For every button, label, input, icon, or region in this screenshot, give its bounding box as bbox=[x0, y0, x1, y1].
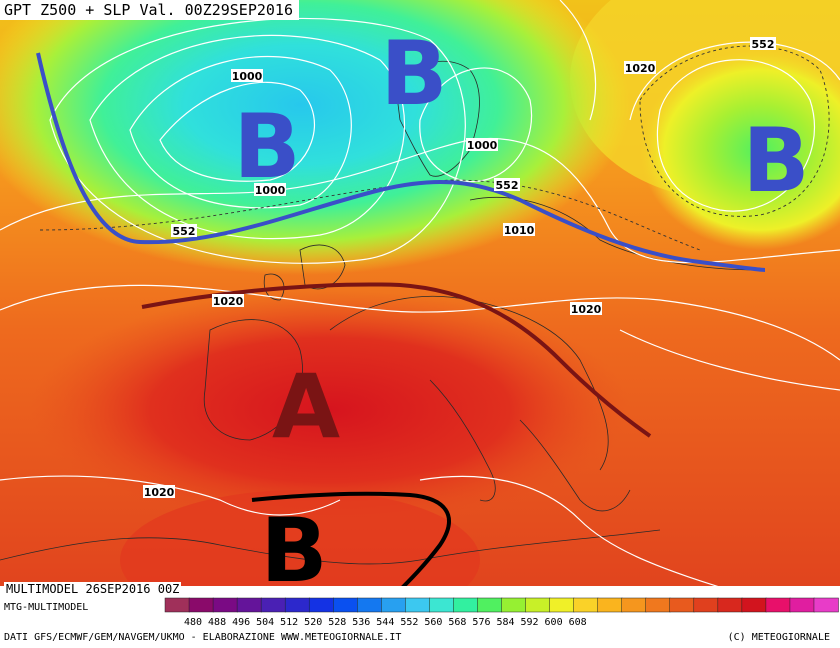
scale-swatch bbox=[212, 597, 238, 613]
scale-tick-label: 576 bbox=[472, 617, 490, 626]
scale-tick-label: 552 bbox=[400, 617, 418, 626]
scale-swatch bbox=[429, 597, 455, 613]
geopotential-label: 552 bbox=[496, 179, 519, 192]
scale-swatch bbox=[669, 597, 695, 613]
scale-swatch bbox=[333, 597, 359, 613]
scale-swatch bbox=[597, 597, 623, 613]
height-field-high-core bbox=[30, 290, 630, 530]
isobar-label: 1000 bbox=[255, 184, 286, 197]
weather-map: 1000 1000 1000 1010 1020 1020 1020 1020 … bbox=[0, 0, 840, 600]
credit-label: DATI GFS/ECMWF/GEM/NAVGEM/UKMO - ELABORA… bbox=[4, 632, 402, 643]
scale-tick-label: 608 bbox=[569, 617, 587, 626]
cutoff-low-letter: B bbox=[260, 499, 327, 600]
scale-swatch bbox=[308, 597, 335, 613]
scale-tick-label: 544 bbox=[376, 617, 394, 626]
isobar-label: 1000 bbox=[232, 70, 263, 83]
scale-swatch bbox=[813, 597, 839, 613]
scale-swatch bbox=[573, 597, 599, 613]
model-label: MTG-MULTIMODEL bbox=[4, 602, 89, 613]
scale-swatch bbox=[381, 597, 407, 613]
coastlines bbox=[0, 60, 761, 565]
cutoff-low-line bbox=[251, 491, 451, 594]
height-field-south-core bbox=[120, 490, 480, 600]
scale-tick-label: 480 bbox=[184, 617, 202, 626]
scale-tick-label: 600 bbox=[545, 617, 563, 626]
scale-swatch bbox=[693, 597, 719, 613]
high-pressure-letter: A bbox=[272, 355, 340, 458]
scale-swatch bbox=[741, 597, 767, 613]
isobar-label: 1020 bbox=[144, 486, 175, 499]
scale-swatch bbox=[284, 597, 310, 613]
footer-panel: 480 488 496 504 512 520 528 536 544 552 560 568 576 5… bbox=[0, 582, 840, 648]
scale-tick-label: 520 bbox=[304, 617, 322, 626]
height-field-east-low bbox=[640, 50, 840, 250]
ridge-line bbox=[141, 282, 652, 438]
scale-swatch bbox=[501, 597, 527, 613]
scale-swatch bbox=[645, 597, 671, 613]
scale-swatch bbox=[525, 597, 551, 613]
scale-tick-label: 584 bbox=[496, 617, 514, 626]
scale-tick-label: 568 bbox=[448, 617, 466, 626]
isobar-label-group: 1000 1000 1000 1010 1020 1020 1020 1020 bbox=[143, 61, 656, 499]
isobar-label: 1020 bbox=[625, 62, 656, 75]
scale-swatch bbox=[621, 597, 647, 613]
low-pressure-letter: B bbox=[380, 22, 447, 125]
scale-tick-label: 528 bbox=[328, 617, 346, 626]
isobar-label: 1020 bbox=[213, 295, 244, 308]
scale-swatch bbox=[164, 597, 190, 613]
color-scale: 480 488 496 504 512 520 528 536 544 552 560 568 576 5… bbox=[164, 597, 839, 626]
geopotential-contours bbox=[39, 45, 830, 251]
geopotential-label: 552 bbox=[752, 38, 775, 51]
trough-line bbox=[36, 52, 766, 272]
scale-tick-label: 512 bbox=[280, 617, 298, 626]
scale-swatch bbox=[236, 597, 262, 613]
run-label: MULTIMODEL 26SEP2016 00Z bbox=[4, 582, 182, 596]
scale-tick-label: 488 bbox=[208, 617, 226, 626]
scale-tick-label: 560 bbox=[424, 617, 442, 626]
scale-swatch bbox=[765, 597, 791, 613]
scale-swatch bbox=[453, 597, 479, 613]
low-pressure-letter: B bbox=[742, 109, 809, 212]
map-title: GPT Z500 + SLP Val. 00Z29SEP2016 bbox=[0, 0, 299, 20]
scale-swatch bbox=[549, 597, 575, 613]
scale-tick-label: 504 bbox=[256, 617, 274, 626]
scale-swatch bbox=[188, 597, 214, 613]
low-pressure-letter: B bbox=[233, 95, 300, 198]
geopotential-label-group: 552 552 552 bbox=[171, 37, 776, 238]
scale-tick-label: 592 bbox=[521, 617, 539, 626]
copyright-label: (C) METEOGIORNALE bbox=[727, 632, 830, 643]
scale-tick-label: 496 bbox=[232, 617, 250, 626]
scale-swatch bbox=[789, 597, 815, 613]
isobar-label: 1000 bbox=[467, 139, 498, 152]
scale-swatch bbox=[260, 597, 286, 613]
scale-tick-label: 536 bbox=[352, 617, 370, 626]
isobar-label: 1020 bbox=[571, 303, 602, 316]
scale-swatch bbox=[477, 597, 503, 613]
scale-swatch bbox=[357, 597, 383, 613]
geopotential-label: 552 bbox=[173, 225, 196, 238]
scale-swatch bbox=[405, 597, 431, 613]
isobar-label: 1010 bbox=[504, 224, 535, 237]
scale-swatch bbox=[717, 597, 743, 613]
